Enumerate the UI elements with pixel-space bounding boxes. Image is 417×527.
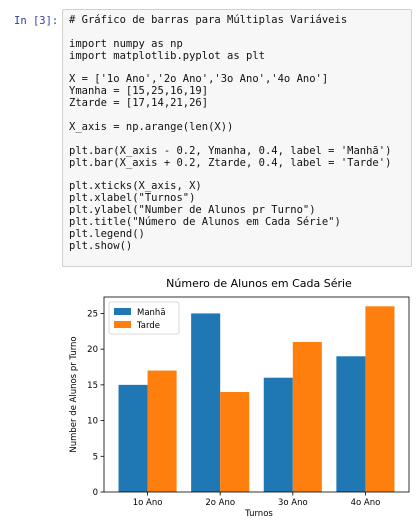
- bar-manh-0: [118, 384, 148, 492]
- plot-frame: [103, 296, 410, 493]
- code-line: plt.ylabel("Number de Alunos pr Turno"): [69, 204, 316, 217]
- code-line: plt.bar(X_axis + 0.2, Ztarde, 0.4, label…: [69, 156, 392, 169]
- bar-tarde-1: [220, 392, 250, 492]
- chart-title: Número de Alunos em Cada Série: [166, 277, 352, 290]
- bar-tarde-2: [292, 342, 322, 492]
- y-tick-label: 25: [87, 309, 98, 319]
- code-line: Ztarde = [17,14,21,26]: [69, 97, 209, 110]
- code-line: plt.title("Número de Alunos em Cada Séri…: [69, 216, 341, 229]
- cell-prompt: In [3]:: [14, 15, 59, 27]
- chart-legend: Manhã Tarde: [108, 301, 180, 335]
- x-tick-label: 4o Ano: [351, 498, 381, 508]
- code-cell-editor[interactable]: # Gráfico de barras para Múltiplas Variá…: [62, 9, 412, 267]
- bar-manh-3: [336, 356, 366, 492]
- x-tick-label: 1o Ano: [133, 498, 163, 508]
- code-line: Ymanha = [15,25,16,19]: [69, 85, 209, 98]
- code-line: X = ['1o Ano','2o Ano','3o Ano','4o Ano'…: [69, 73, 329, 86]
- legend-swatch: [114, 321, 131, 328]
- code-line: plt.legend(): [69, 228, 145, 241]
- code-text[interactable]: # Gráfico de barras para Múltiplas Variá…: [63, 10, 411, 253]
- code-line: plt.show(): [69, 239, 133, 252]
- code-line: import matplotlib.pyplot as plt: [69, 49, 265, 62]
- bar-tarde-3: [365, 306, 395, 492]
- y-tick-label: 5: [93, 452, 98, 462]
- code-line: plt.bar(X_axis - 0.2, Ymanha, 0.4, label…: [69, 144, 392, 157]
- y-tick-label: 15: [87, 381, 98, 391]
- legend-label: Tarde: [136, 321, 160, 331]
- bar-chart: Número de Alunos em Cada Série 0 5 10 15 20 2…: [69, 277, 410, 519]
- code-line: import numpy as np: [69, 37, 183, 50]
- code-line: # Gráfico de barras para Múltiplas Variá…: [69, 14, 348, 26]
- x-tick-label: 2o Ano: [205, 498, 235, 508]
- code-line: [69, 134, 411, 146]
- x-axis-label: Turnos: [244, 509, 273, 519]
- code-line: plt.xticks(X_axis, X): [69, 180, 202, 193]
- code-line: plt.xlabel("Turnos"): [69, 192, 196, 205]
- cell-output: Número de Alunos em Cada Série 0 5 10 15 20 2…: [62, 270, 417, 523]
- x-axis-ticks: 1o Ano 2o Ano 3o Ano 4o Ano: [133, 492, 381, 508]
- y-axis-ticks: 0 5 10 15 20 25: [87, 309, 104, 498]
- y-tick-label: 10: [87, 417, 98, 427]
- bar-manh-2: [263, 377, 293, 492]
- y-axis-label: Number de Alunos pr Turno: [69, 336, 79, 452]
- y-tick-label: 0: [93, 488, 98, 498]
- bars-group: [118, 306, 395, 492]
- y-tick-label: 20: [87, 345, 98, 355]
- bar-manh-1: [191, 313, 221, 492]
- legend-swatch: [114, 308, 131, 315]
- code-line: [69, 27, 411, 39]
- code-line: X_axis = np.arange(len(X)): [69, 121, 234, 134]
- bar-tarde-0: [147, 370, 177, 492]
- x-tick-label: 3o Ano: [278, 498, 308, 508]
- legend-label: Manhã: [137, 308, 166, 318]
